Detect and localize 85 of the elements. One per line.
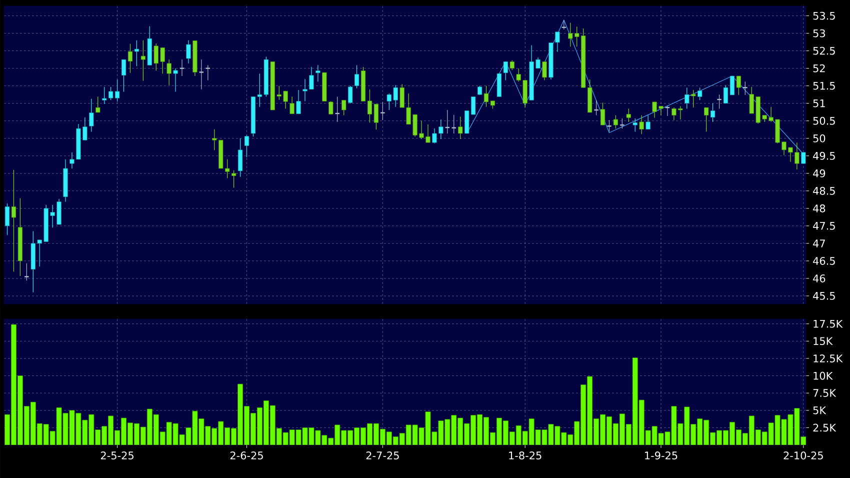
x-tick-label: 2-10-25 xyxy=(784,452,823,460)
y-tick-label: 12.5K xyxy=(814,354,843,362)
y-tick-label: 51 xyxy=(813,99,825,108)
candlestick xyxy=(458,116,463,140)
y-tick-label: 48.5 xyxy=(813,186,835,195)
candlestick xyxy=(4,203,10,236)
candlestick xyxy=(723,84,728,104)
candlestick xyxy=(334,96,340,122)
x-tick-label: 1-9-25 xyxy=(645,452,678,460)
x-tick-label: 1-8-25 xyxy=(509,452,542,460)
candlestick xyxy=(704,107,709,132)
candlestick xyxy=(231,170,236,188)
candlestick xyxy=(613,114,618,129)
y-tick-label: 50.5 xyxy=(813,116,835,125)
candlestick xyxy=(244,134,250,158)
candlestick xyxy=(691,90,696,108)
candlestick xyxy=(11,170,16,272)
y-tick-label: 47.5 xyxy=(813,222,835,230)
candlestick xyxy=(600,102,606,126)
x-tick-label: 2-6-25 xyxy=(230,452,263,460)
candlestick xyxy=(24,263,30,281)
candlestick xyxy=(121,59,126,92)
y-tick-label: 51.5 xyxy=(813,82,835,90)
y-tick-label: 46 xyxy=(813,274,826,282)
y-tick-label: 7.5K xyxy=(813,389,836,397)
candlestick xyxy=(710,103,716,122)
candlestick xyxy=(698,87,702,100)
y-tick-label: 45.5 xyxy=(813,292,835,300)
y-tick-label: 53.5 xyxy=(813,12,835,20)
candlestick xyxy=(684,87,690,109)
line-series xyxy=(466,20,804,154)
y-tick-label: 15K xyxy=(814,337,833,346)
y-tick-label: 52.5 xyxy=(813,46,835,55)
x-tick-label: 2-7-25 xyxy=(366,452,399,460)
y-tick-label: 48 xyxy=(813,204,826,212)
candlestick xyxy=(316,64,320,82)
candlestick xyxy=(561,20,567,30)
candlestick xyxy=(342,100,346,116)
y-tick-label: 50 xyxy=(813,134,826,142)
candlestick xyxy=(555,32,560,52)
candlestick xyxy=(140,40,146,82)
candlestick xyxy=(179,59,185,76)
candlestick xyxy=(646,114,650,130)
candlestick xyxy=(348,86,353,104)
y-tick-label: 49.5 xyxy=(813,152,835,160)
candlestick xyxy=(128,44,133,74)
candlestick xyxy=(173,68,178,92)
candlestick xyxy=(606,120,612,132)
x-tick-label: 2-5-25 xyxy=(100,452,134,460)
candlestick xyxy=(496,73,502,97)
candlestick xyxy=(238,138,243,178)
candlestick xyxy=(354,64,360,89)
candlestick xyxy=(186,40,191,64)
candlestick xyxy=(801,152,806,164)
candlestick xyxy=(736,76,742,96)
y-tick-label: 2.5K xyxy=(813,424,836,432)
candlestick xyxy=(542,61,547,81)
candlestick xyxy=(451,114,457,134)
y-tick-label: 52 xyxy=(813,64,825,72)
candlestick xyxy=(328,100,334,114)
candlestick xyxy=(503,61,508,81)
y-tick-label: 49 xyxy=(813,169,826,178)
y-tick-label: 5K xyxy=(813,406,826,414)
candlestick xyxy=(380,102,386,120)
candlestick xyxy=(89,98,94,132)
y-tick-label: 10K xyxy=(814,372,833,380)
candlestick xyxy=(639,114,644,134)
candlestick xyxy=(742,81,748,96)
candlestick xyxy=(134,40,140,67)
candlestick xyxy=(484,86,489,108)
candlestick xyxy=(198,59,204,90)
candlestick xyxy=(730,76,735,96)
candlestick xyxy=(290,96,294,114)
candlestick xyxy=(205,64,211,81)
candlestick xyxy=(166,59,172,86)
candlestick xyxy=(626,108,631,122)
candlestick xyxy=(632,118,638,132)
y-tick-label: 46.5 xyxy=(813,256,835,265)
y-tick-label: 53 xyxy=(813,29,825,38)
candlestick xyxy=(96,96,100,113)
y-tick-label: 17.5K xyxy=(814,320,843,328)
y-tick-label: 47 xyxy=(813,240,825,248)
candlestick xyxy=(296,90,301,114)
candlestick xyxy=(477,86,482,96)
candlestick xyxy=(510,60,514,70)
